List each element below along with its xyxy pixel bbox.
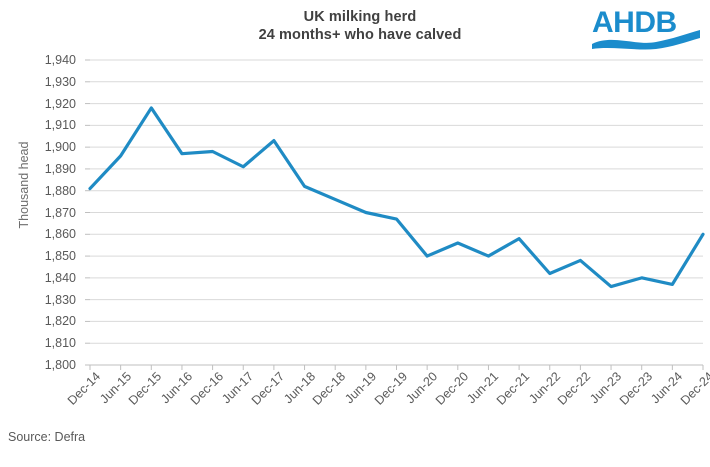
svg-text:AHDB: AHDB — [592, 6, 677, 39]
chart-title-line2: 24 months+ who have calved — [258, 27, 462, 43]
y-tick-label: 1,920 — [44, 96, 76, 111]
y-tick-label: 1,840 — [44, 270, 76, 285]
y-tick-label: 1,890 — [44, 161, 76, 176]
y-tick-label: 1,820 — [44, 314, 76, 329]
plot-area — [85, 59, 705, 370]
ahdb-logo-icon: AHDB — [592, 6, 700, 50]
source-note: Source: Defra — [8, 430, 86, 444]
y-tick-label: 1,860 — [44, 227, 76, 242]
line-chart-svg — [85, 59, 705, 370]
chart-container: AHDB UK milking herd 24 months+ who have… — [0, 2, 710, 444]
y-axis-tick-labels: 1,940 1,930 1,920 1,910 1,900 1,890 1,880 1,870… — [0, 54, 82, 372]
y-tick-label: 1,930 — [44, 74, 76, 89]
logo-wave-icon — [592, 30, 700, 50]
y-tick-label: 1,940 — [44, 53, 76, 67]
y-tick-label: 1,880 — [44, 183, 76, 198]
y-tick-label: 1,810 — [44, 336, 76, 351]
ahdb-logo: AHDB — [590, 2, 702, 50]
chart-title-line1: UK milking herd — [303, 9, 417, 25]
y-tick-label: 1,800 — [44, 358, 76, 372]
y-tick-label: 1,900 — [44, 140, 76, 155]
y-tick-label: 1,870 — [44, 205, 76, 220]
y-tick-label: 1,830 — [44, 292, 76, 307]
page-title: UK milking herd 24 months+ who have calv… — [150, 8, 570, 44]
data-line-series-0 — [88, 106, 705, 289]
x-axis-tick-labels: Dec-14 Jun-15 Dec-15 Jun-16 Dec-16 Jun-17 Dec-… — [65, 368, 710, 430]
y-tick-label: 1,850 — [44, 249, 76, 264]
y-tick-label: 1,910 — [44, 118, 76, 133]
